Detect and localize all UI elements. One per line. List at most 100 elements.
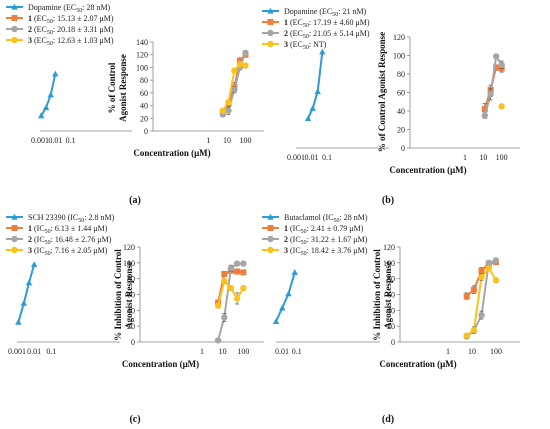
- y-tick-label: 60: [387, 291, 395, 300]
- y-tick-label: 40: [397, 107, 405, 116]
- y-tick-label: 0: [144, 127, 148, 136]
- y-tick-label: 0: [391, 338, 395, 347]
- x-tick-label: 0.01: [48, 136, 62, 145]
- series-point-1: [481, 106, 488, 113]
- x-tick-label: 10: [479, 153, 487, 162]
- x-tick-label: 0.001: [31, 136, 49, 145]
- series-point-2: [233, 260, 241, 267]
- series-point-3: [463, 332, 470, 339]
- y-tick-label: 100: [123, 259, 135, 268]
- panel-label: (d): [382, 414, 394, 425]
- x-tick-label: 0.1: [66, 136, 76, 145]
- legend-label: 3 (EC50: NT): [284, 40, 327, 51]
- legend-marker: [11, 36, 18, 44]
- reference-point: [42, 104, 50, 111]
- reference-point: [25, 279, 33, 286]
- y-tick-label: 60: [397, 89, 405, 98]
- legend-marker: [11, 15, 18, 21]
- panel-label: (a): [129, 195, 141, 206]
- x-tick-label: 0.001: [8, 347, 26, 356]
- series-point-3: [478, 273, 485, 281]
- legend-marker: [267, 40, 274, 48]
- series-point-3: [231, 67, 238, 74]
- reference-point: [319, 48, 326, 55]
- y-tick-label: 80: [397, 70, 405, 79]
- reference-point: [314, 88, 321, 95]
- x-axis-title: Concentration (μM): [122, 359, 199, 369]
- chart-panel-3: SCH 23390 (IC50: 2.8 nM)1 (IC50: 6.13 ± …: [6, 213, 264, 425]
- series-point-2: [481, 112, 488, 119]
- x-tick-label: 0.01: [275, 347, 289, 356]
- legend-marker: [267, 7, 274, 14]
- reference-point: [291, 269, 298, 275]
- reference-point: [47, 91, 54, 98]
- series-point-3: [240, 284, 247, 292]
- legend-label: Dopamine (EC50: 28 nM): [28, 3, 111, 14]
- series-point-2: [492, 53, 500, 60]
- series-point-2: [240, 260, 247, 267]
- x-tick-label: 0.1: [322, 153, 332, 162]
- reference-point: [272, 318, 280, 325]
- y-tick-label: 100: [136, 63, 148, 72]
- y-tick-label: 120: [383, 243, 395, 252]
- x-tick-label: 0.001: [287, 153, 305, 162]
- y-tick-label: 40: [127, 306, 135, 315]
- x-tick-label: 100: [496, 153, 508, 162]
- series-point-3: [492, 277, 500, 284]
- y-axis-title: % Inhibition of ControlAgonist Response: [372, 249, 393, 341]
- legend-marker: [11, 25, 18, 33]
- reference-point: [38, 112, 45, 119]
- x-tick-label: 100: [490, 347, 502, 356]
- series-point-3: [225, 99, 232, 106]
- reference-point: [279, 304, 286, 311]
- reference-line: [40, 73, 57, 117]
- series-point-1: [463, 293, 470, 300]
- reference-point: [30, 261, 38, 268]
- series-point-3: [214, 302, 222, 309]
- y-tick-label: 140: [136, 38, 148, 47]
- legend-label: 2 (IC50: 31.22 ± 1.67 μM): [284, 235, 368, 246]
- reference-line: [307, 51, 324, 119]
- legend-label: SCH 23390 (IC50: 2.8 nM): [28, 213, 115, 224]
- legend-marker: [267, 246, 274, 254]
- chart-panel-1: Dopamine (EC50: 28 nM)1 (EC50: 15.13 ± 2…: [6, 3, 264, 206]
- reference-point: [309, 105, 316, 111]
- legend-label: 2 (EC50: 21.05 ± 5.14 μM): [284, 29, 370, 40]
- series-point-1: [234, 268, 241, 275]
- series-point-3: [233, 295, 241, 302]
- series-point-1: [493, 64, 500, 71]
- x-tick-label: 10: [468, 347, 476, 356]
- series-point-2: [227, 265, 235, 272]
- reference-point: [20, 300, 28, 306]
- x-tick-label: 0.1: [292, 347, 302, 356]
- series-point-3: [498, 103, 505, 110]
- series-point-3: [242, 62, 249, 69]
- legend-label: 2 (EC50: 20.18 ± 3.31 μM): [28, 25, 114, 36]
- y-tick-label: 80: [140, 76, 148, 85]
- series-point-2: [225, 107, 232, 114]
- chart-panel-2: Dopamine (EC50: 21 nM)1 (EC50: 17.19 ± 4…: [262, 7, 520, 206]
- series-point-1: [240, 269, 247, 276]
- series-point-3: [236, 61, 244, 68]
- series-line-2: [483, 53, 503, 116]
- series-point-3: [221, 277, 228, 285]
- reference-point: [52, 70, 59, 77]
- y-tick-label: 60: [140, 89, 148, 98]
- y-tick-label: 120: [123, 243, 135, 252]
- legend-marker: [267, 225, 274, 231]
- series-point-2: [214, 337, 222, 344]
- x-tick-label: 0.01: [305, 153, 319, 162]
- x-tick-label: 1: [463, 153, 467, 162]
- legend-marker: [11, 3, 18, 10]
- chart-panel-4: Butaclamol (IC50: 28 nM)1 (IC50: 2.41 ± …: [262, 213, 520, 425]
- series-point-2: [487, 91, 494, 98]
- y-tick-label: 20: [127, 322, 135, 331]
- x-axis-title: Concentration (μM): [389, 165, 466, 175]
- y-tick-label: 0: [401, 144, 405, 153]
- x-tick-label: 10: [219, 347, 227, 356]
- y-tick-label: 80: [387, 275, 395, 284]
- reference-point: [285, 290, 292, 297]
- series-point-3: [485, 265, 492, 272]
- legend-marker: [267, 235, 274, 243]
